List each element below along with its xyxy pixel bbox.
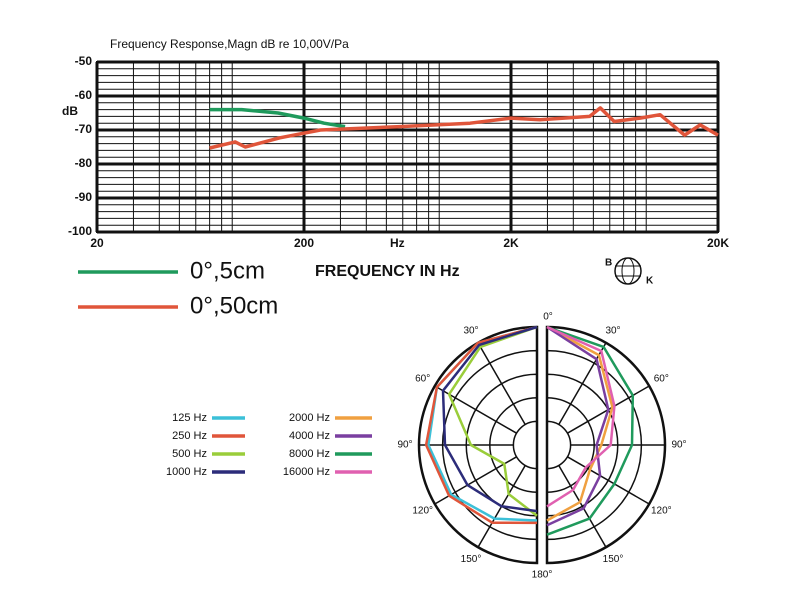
polar-line <box>546 325 616 508</box>
angle-label: 60° <box>415 374 430 385</box>
angle-label: 90° <box>671 440 686 451</box>
angle-label: 120° <box>412 506 433 517</box>
x-unit-label: Hz <box>390 236 405 250</box>
angle-label: 0° <box>543 312 553 323</box>
polar-spoke <box>477 342 526 425</box>
logo-globe <box>614 257 642 285</box>
legend-label: 16000 Hz <box>283 466 330 478</box>
polar-spoke <box>567 456 650 505</box>
angle-label: 180° <box>532 570 553 581</box>
polar-line <box>546 325 614 522</box>
x-tick-label: 20K <box>707 236 729 250</box>
polar-line <box>441 325 538 513</box>
polar-line <box>546 325 635 536</box>
y-tick-label: -90 <box>75 190 93 204</box>
angle-label: 150° <box>461 554 482 565</box>
angle-label: 150° <box>603 554 624 565</box>
polar-line <box>447 325 538 517</box>
legend-label: 0°,50cm <box>190 292 278 319</box>
y-tick-label: -50 <box>75 54 93 68</box>
angle-label: 60° <box>654 374 669 385</box>
legend-label: 500 Hz <box>172 448 207 460</box>
polar-ring <box>512 420 538 470</box>
polar-spoke <box>434 385 517 434</box>
y-axis-label: dB <box>62 104 78 118</box>
polar-ring <box>546 420 572 470</box>
angle-label: 30° <box>605 325 620 336</box>
logo: B K <box>605 257 654 287</box>
legend-label: 4000 Hz <box>289 430 330 442</box>
x-axis-label: FREQUENCY IN Hz <box>315 263 460 280</box>
x-tick-label: 2K <box>503 236 519 250</box>
legend-label: 1000 Hz <box>166 466 207 478</box>
polar-ring <box>489 397 538 493</box>
angle-label: 90° <box>397 440 412 451</box>
logo-letter: K <box>646 276 654 287</box>
legend-label: 250 Hz <box>172 430 207 442</box>
logo-letter: B <box>605 258 612 269</box>
legend-label: 0°,5cm <box>190 257 265 284</box>
logo-globe <box>621 257 635 285</box>
series-line <box>209 106 719 150</box>
polar-line <box>424 325 538 525</box>
y-tick-label: -60 <box>75 88 93 102</box>
chart-title: Frequency Response,Magn dB re 10,00V/Pa <box>110 37 349 51</box>
polar-spoke <box>558 465 607 548</box>
y-tick-label: -100 <box>68 224 92 238</box>
polar-ring <box>545 325 667 565</box>
legend-label: 8000 Hz <box>289 448 330 460</box>
x-tick-label: 20 <box>90 236 104 250</box>
series-line <box>209 107 346 129</box>
polar-ring <box>546 373 619 517</box>
polar-line <box>546 325 610 527</box>
y-tick-label: -80 <box>75 156 93 170</box>
angle-label: 120° <box>651 506 672 517</box>
polar-ring <box>441 349 538 541</box>
legend-label: 125 Hz <box>172 412 207 424</box>
polar-ring <box>465 373 538 517</box>
y-tick-label: -70 <box>75 122 93 136</box>
x-tick-label: 200 <box>294 236 314 250</box>
polar-ring <box>546 349 643 541</box>
polar-ring <box>546 397 595 493</box>
plot-frame <box>96 61 719 233</box>
angle-label: 30° <box>463 325 478 336</box>
legend-label: 2000 Hz <box>289 412 330 424</box>
